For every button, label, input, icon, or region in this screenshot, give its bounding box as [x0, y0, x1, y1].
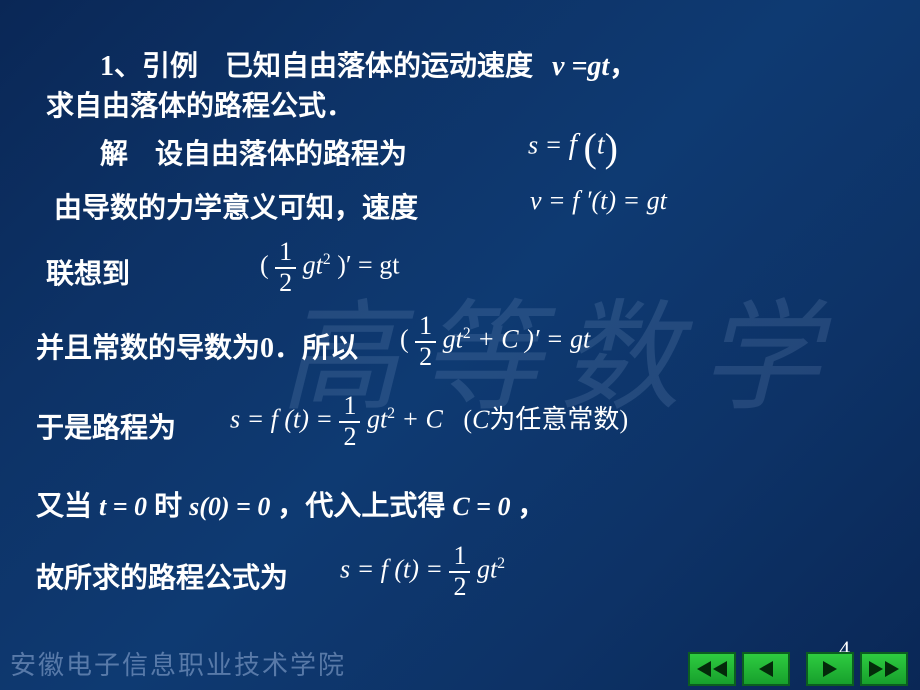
footer-institution: 安徽电子信息职业技术学院	[10, 645, 346, 682]
nav-left-group	[688, 652, 790, 686]
eq-s-ft: s = f (t)	[528, 124, 618, 171]
eq-v-fprime: v = f ′(t) = gt	[530, 186, 667, 216]
nav-last-button[interactable]	[860, 652, 908, 686]
nav-next-button[interactable]	[806, 652, 854, 686]
line7: 于是路程为	[36, 406, 176, 446]
nav-right-group	[806, 652, 908, 686]
eq5-note: (C为任意常数)	[463, 405, 628, 434]
slide: 高等数学 1、引例 已知自由落体的运动速度 v =gt， 求自由落体的路程公式．…	[0, 0, 920, 690]
example-heading: 1、引例 已知自由落体的运动速度 v =gt，	[100, 44, 637, 84]
line5: 联想到	[46, 252, 130, 292]
solution-label: 解 设自由落体的路程为	[100, 132, 407, 172]
eq5: s = f (t) = 12 gt2 + C (C为任意常数)	[230, 392, 628, 451]
sol-text: 设自由落体的路程为	[155, 139, 407, 170]
eq3: ( 12 gt2 )′ = gt	[260, 238, 399, 297]
sol-word: 解	[100, 139, 128, 170]
heading-text: 已知自由落体的运动速度	[225, 51, 533, 82]
line9: 故所求的路程公式为	[36, 556, 288, 596]
line6: 并且常数的导数为0．所以	[36, 326, 358, 366]
line2: 求自由落体的路程公式．	[46, 84, 354, 124]
nav-prev-button[interactable]	[742, 652, 790, 686]
line8: 又当 t = 0 时 s(0) = 0 ，代入上式得 C = 0 ，	[36, 484, 546, 524]
comma1: ，	[609, 51, 637, 82]
eq6: s = f (t) = 12 gt2	[340, 542, 505, 601]
eq-v-gt: v =gt	[552, 51, 609, 82]
line4: 由导数的力学意义可知，速度	[54, 186, 418, 226]
eq4: ( 12 gt2 + C )′ = gt	[400, 312, 590, 371]
heading-label: 1、引例	[100, 51, 198, 82]
nav-first-button[interactable]	[688, 652, 736, 686]
